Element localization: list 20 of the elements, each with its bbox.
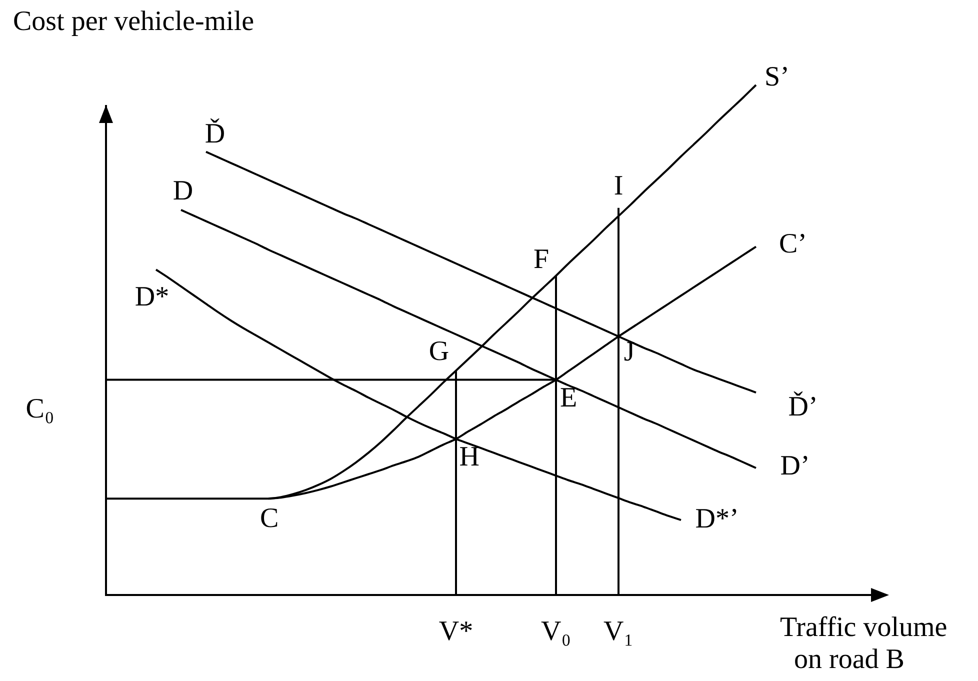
annotation: C’ — [779, 228, 807, 260]
annotation: D — [172, 175, 194, 206]
annotation: D* — [134, 281, 170, 312]
annotation: I — [614, 170, 624, 202]
y-axis-title: Cost per vehicle-mile — [13, 6, 254, 38]
annotation: H — [459, 442, 480, 472]
annotation: F — [534, 244, 550, 275]
annotation: Ď — [204, 117, 226, 150]
annotation: Ď’ — [788, 390, 818, 422]
x-tick-label: V* — [438, 616, 474, 648]
annotation: D’ — [780, 450, 810, 482]
annotation: C — [260, 502, 279, 534]
text: C₀ — [26, 393, 54, 424]
annotation: S’ — [764, 61, 790, 92]
annotation: E — [560, 382, 578, 414]
x-tick-label: V₁ — [604, 616, 634, 648]
x-tick-label: V₀ — [541, 616, 571, 648]
annotation: D*’ — [695, 503, 739, 534]
x-axis-title: Traffic volume on road B — [780, 612, 948, 676]
annotation: G — [428, 336, 450, 367]
